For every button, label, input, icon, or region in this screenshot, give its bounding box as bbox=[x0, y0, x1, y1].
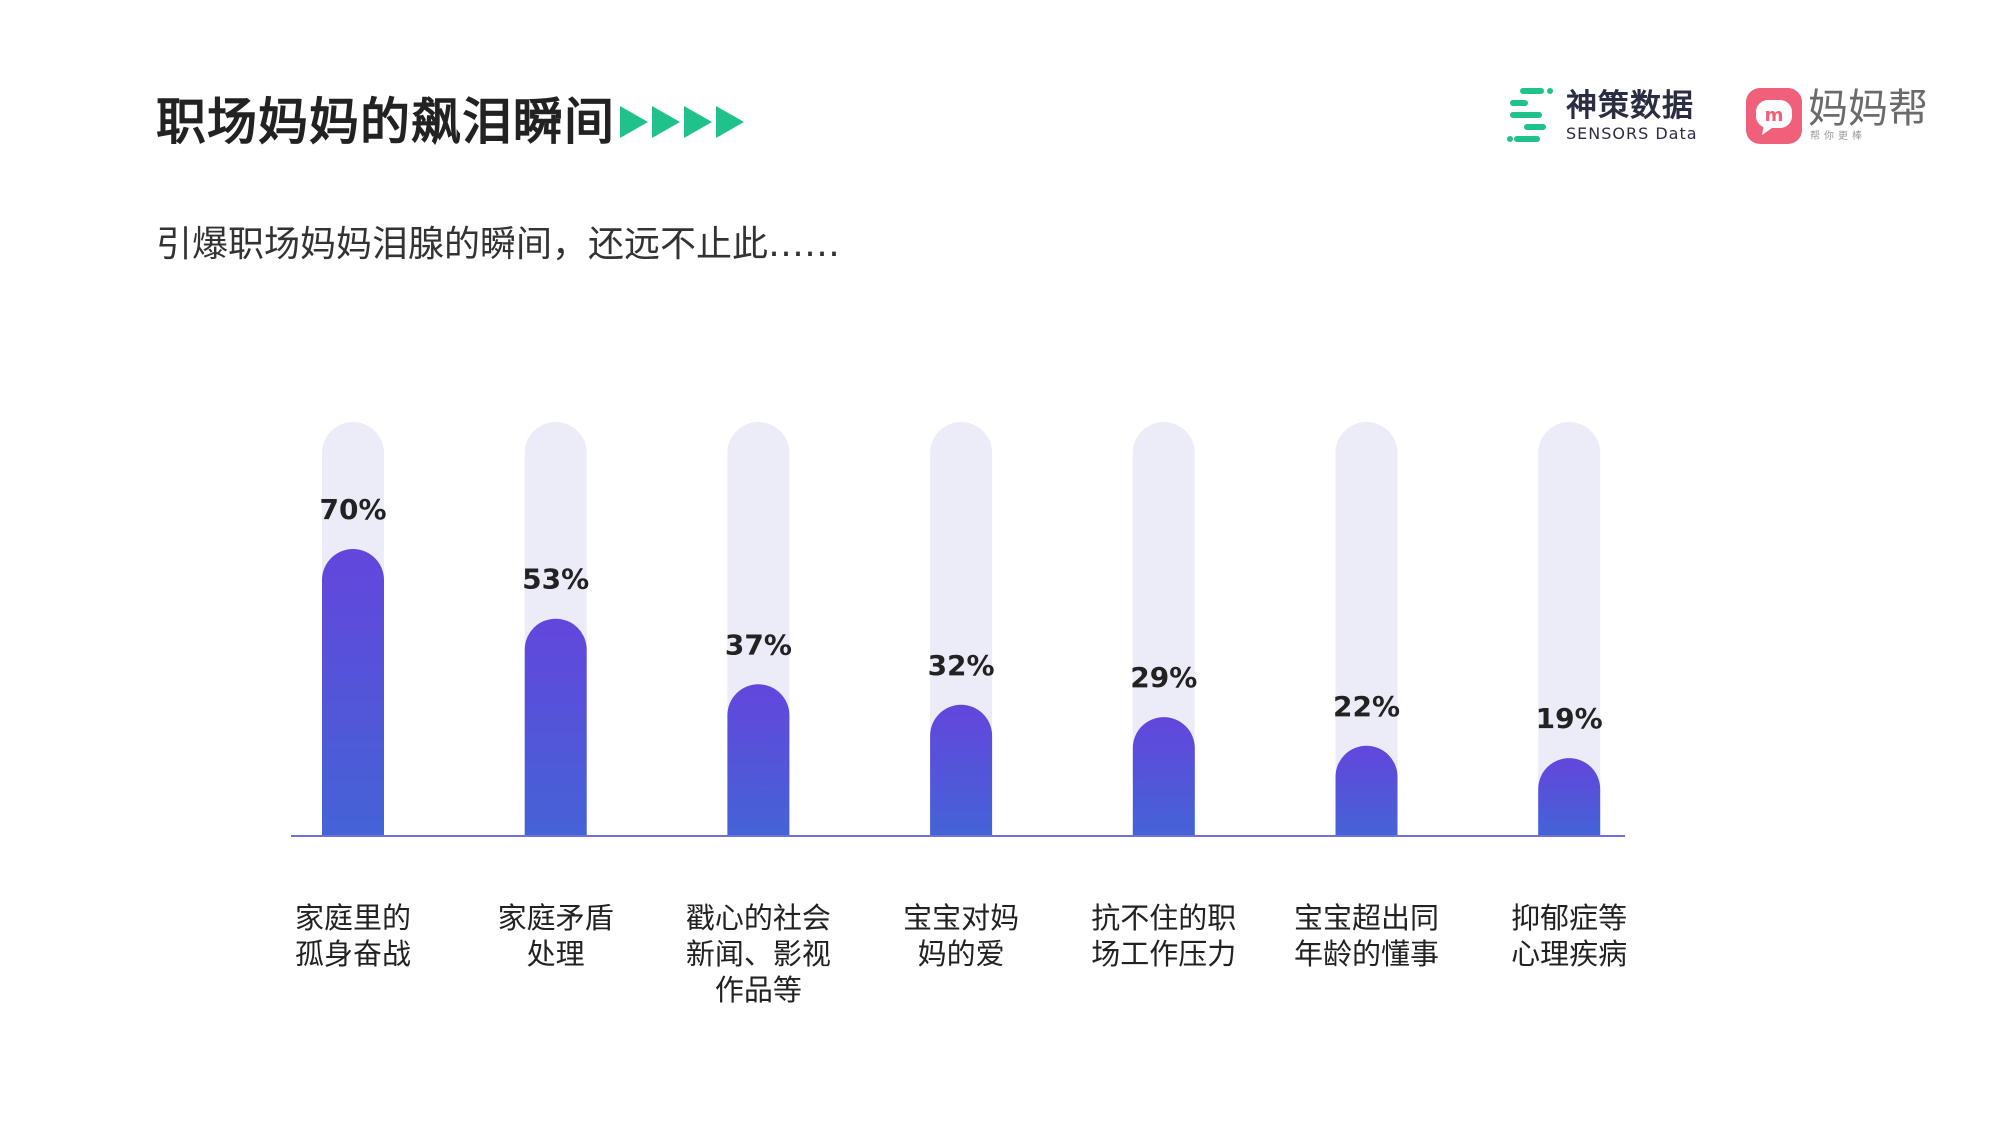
play-arrow-icon bbox=[684, 106, 712, 138]
bar bbox=[1335, 745, 1398, 836]
category-label-line: 年龄的懂事 bbox=[1293, 937, 1439, 971]
category-label-line: 抑郁症等 bbox=[1511, 901, 1628, 935]
bar-value-label: 29% bbox=[1130, 661, 1197, 694]
category-label-line: 心理疾病 bbox=[1511, 937, 1628, 971]
bar-value-label: 19% bbox=[1536, 702, 1603, 735]
category-label: 家庭矛盾 处理 bbox=[471, 900, 641, 972]
category-label-line: 妈的爱 bbox=[917, 937, 1005, 971]
category-label-line: 戳心的社会 bbox=[685, 901, 831, 935]
category-label-line: 家庭里的 bbox=[294, 901, 411, 935]
sensors-data-logo: 神策数据 SENSORS Data bbox=[1506, 86, 1716, 148]
category-label-line: 作品等 bbox=[714, 973, 802, 1007]
mamabang-logo-cn: 妈妈帮 bbox=[1808, 86, 1928, 132]
page-title: 职场妈妈的飙泪瞬间 bbox=[156, 93, 615, 151]
mamabang-slogan: 帮你更棒 bbox=[1810, 131, 1866, 142]
bar-value-label: 32% bbox=[928, 649, 995, 682]
category-label-line: 宝宝超出同 bbox=[1293, 901, 1439, 935]
bar bbox=[1132, 717, 1195, 836]
play-arrows-icon bbox=[620, 106, 744, 138]
bar-track bbox=[1335, 421, 1398, 836]
category-label: 抑郁症等 心理疾病 bbox=[1484, 900, 1654, 972]
category-label-line: 家庭矛盾 bbox=[497, 901, 614, 935]
subtitle: 引爆职场妈妈泪腺的瞬间，还远不止此…… bbox=[156, 224, 841, 265]
category-label-line: 宝宝对妈 bbox=[903, 901, 1020, 935]
category-label: 宝宝超出同 年龄的懂事 bbox=[1282, 900, 1452, 972]
bar-value-label: 53% bbox=[522, 563, 589, 596]
mamabang-badge-letter: m bbox=[1765, 105, 1784, 126]
category-label: 家庭里的 孤身奋战 bbox=[268, 900, 438, 972]
category-label: 戳心的社会 新闻、影视 作品等 bbox=[673, 900, 843, 1008]
bar bbox=[727, 684, 790, 836]
category-label-line: 新闻、影视 bbox=[685, 937, 831, 971]
mamabang-logo: m 妈妈帮 帮你更棒 bbox=[1746, 86, 1936, 146]
bar bbox=[1538, 758, 1601, 836]
bar bbox=[930, 704, 993, 836]
category-label-line: 孤身奋战 bbox=[294, 937, 411, 971]
bar-value-label: 22% bbox=[1333, 690, 1400, 723]
category-label-line: 场工作压力 bbox=[1091, 937, 1237, 971]
mamabang-badge-icon: m bbox=[1746, 88, 1802, 144]
play-arrow-icon bbox=[716, 106, 744, 138]
play-arrow-icon bbox=[652, 106, 680, 138]
bar bbox=[524, 618, 587, 836]
sensors-mark-icon bbox=[1507, 88, 1553, 142]
play-arrow-icon bbox=[620, 106, 648, 138]
bar-track bbox=[1538, 421, 1601, 836]
sensors-logo-cn: 神策数据 bbox=[1566, 88, 1694, 124]
bar bbox=[322, 549, 384, 836]
category-label-line: 处理 bbox=[526, 937, 585, 971]
bar-value-label: 37% bbox=[725, 628, 792, 661]
bar-value-label: 70% bbox=[319, 493, 386, 526]
category-label: 宝宝对妈 妈的爱 bbox=[876, 900, 1046, 972]
category-label-line: 抗不住的职 bbox=[1091, 901, 1237, 935]
category-label: 抗不住的职 场工作压力 bbox=[1079, 900, 1249, 972]
sensors-logo-en: SENSORS Data bbox=[1566, 124, 1698, 143]
